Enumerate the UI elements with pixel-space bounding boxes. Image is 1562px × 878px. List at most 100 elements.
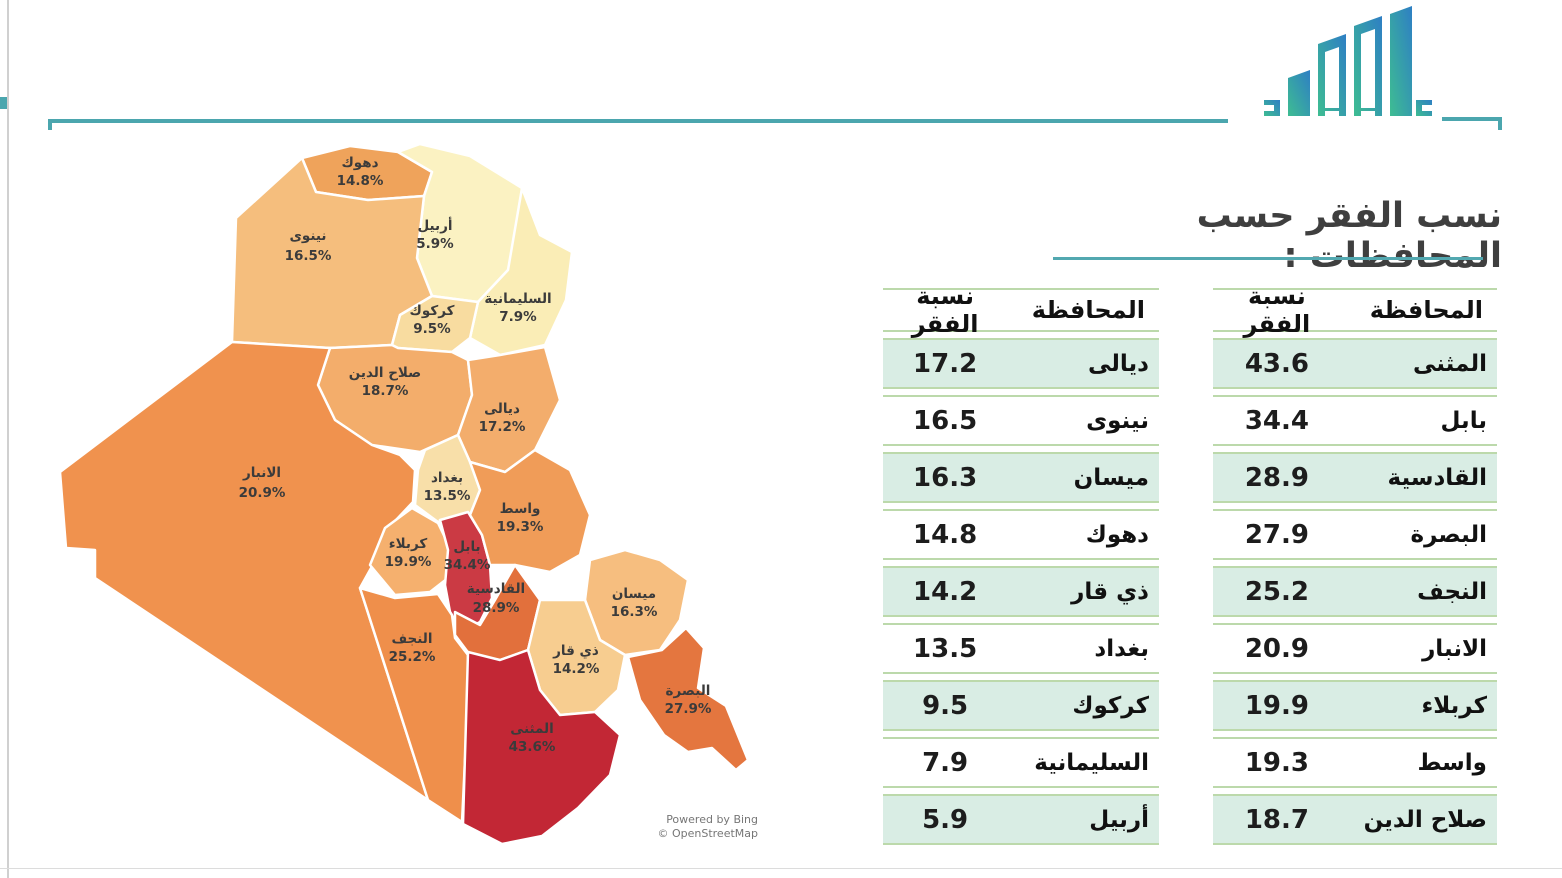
governorate-name: ذي قار xyxy=(1071,578,1149,605)
map-label-name: البصرة xyxy=(666,683,711,699)
table-row: 16.5 نينوى xyxy=(883,395,1159,446)
table-row: 19.9 كربلاء xyxy=(1213,680,1497,731)
governorate-name: بابل xyxy=(1440,407,1487,434)
map-label-value: 16.3% xyxy=(611,604,658,620)
map-label-name: ذي قار xyxy=(552,643,599,659)
map-label-value: 16.5% xyxy=(285,248,332,264)
poverty-value: 9.5 xyxy=(922,690,969,721)
map-label-value: 14.8% xyxy=(337,173,384,189)
map-label-name: النجف xyxy=(391,631,432,647)
region-muthanna xyxy=(461,648,622,846)
slide-left-border xyxy=(7,0,9,878)
poverty-value: 34.4 xyxy=(1244,405,1309,436)
poverty-value: 20.9 xyxy=(1244,633,1309,664)
header-rule-right-tick xyxy=(1498,117,1502,130)
column-header-poverty-rate: نسبة الفقر xyxy=(1243,282,1311,338)
governorate-name: دهوك xyxy=(1085,521,1149,548)
governorate-name: ميسان xyxy=(1073,464,1149,491)
governorate-name: الانبار xyxy=(1422,635,1487,662)
poverty-value: 17.2 xyxy=(913,348,978,379)
poverty-value: 19.3 xyxy=(1244,747,1309,778)
governorate-name: بغداد xyxy=(1094,635,1149,662)
map-label-value: 19.9% xyxy=(385,554,432,570)
governorate-name: البصرة xyxy=(1410,521,1487,548)
header-rule-left-tick xyxy=(48,119,52,130)
map-label-value: 5.9% xyxy=(416,236,454,252)
governorate-name: صلاح الدين xyxy=(1363,806,1487,833)
map-label-name: كركوك xyxy=(410,303,455,319)
governorate-name: كركوك xyxy=(1072,692,1149,719)
map-label-name: ميسان xyxy=(612,586,656,602)
poverty-value: 19.9 xyxy=(1244,690,1309,721)
table-row: 34.4 بابل xyxy=(1213,395,1497,446)
map-label-name: دهوك xyxy=(341,155,378,171)
page-title: نسب الفقر حسب المحافظات : xyxy=(1196,196,1502,276)
poverty-value: 25.2 xyxy=(1244,576,1309,607)
poverty-value: 13.5 xyxy=(913,633,978,664)
column-header-governorate: المحافظة xyxy=(1031,296,1145,324)
map-label-name: ديالى xyxy=(484,401,520,417)
poverty-value: 16.3 xyxy=(913,462,978,493)
slide-bottom-border xyxy=(0,868,1562,869)
table-row: 18.7 صلاح الدين xyxy=(1213,794,1497,845)
logo-bar-4 xyxy=(1390,6,1412,116)
table-row: 43.6 المثنى xyxy=(1213,338,1497,389)
header-rule xyxy=(48,119,1228,123)
column-header-governorate: المحافظة xyxy=(1369,296,1483,324)
map-label-name: واسط xyxy=(500,501,541,517)
map-label-name: كربلاء xyxy=(389,536,428,552)
poverty-value: 14.2 xyxy=(913,576,978,607)
title-underline xyxy=(1053,257,1483,260)
table-row: 19.3 واسط xyxy=(1213,737,1497,788)
table-row: 7.9 السليمانية xyxy=(883,737,1159,788)
poverty-value: 18.7 xyxy=(1244,804,1309,835)
poverty-value: 43.6 xyxy=(1244,348,1309,379)
map-label-value: 7.9% xyxy=(499,309,537,325)
iraq-choropleth-map: دهوك 14.8% نينوى 16.5% أربيل 5.9% السليم… xyxy=(40,135,760,850)
poverty-value: 16.5 xyxy=(913,405,978,436)
map-label-name: بغداد xyxy=(431,470,463,486)
region-basra xyxy=(626,626,750,772)
poverty-value: 14.8 xyxy=(913,519,978,550)
bar-chart-logo xyxy=(1262,4,1437,122)
table-row: 25.2 النجف xyxy=(1213,566,1497,617)
table-header-row: نسبة الفقر المحافظة xyxy=(1213,282,1497,338)
map-label-value: 43.6% xyxy=(509,739,556,755)
poverty-table-right: نسبة الفقر المحافظة 43.6 المثنى 34.4 باب… xyxy=(1213,282,1497,851)
column-header-poverty-rate: نسبة الفقر xyxy=(911,282,979,338)
map-attribution-bing: Powered by Bing xyxy=(666,813,758,826)
map-label-value: 14.2% xyxy=(553,661,600,677)
table-row: 20.9 الانبار xyxy=(1213,623,1497,674)
bar-chart-logo-icon xyxy=(1264,6,1432,116)
map-label-name: نينوى xyxy=(290,228,327,244)
governorate-name: نينوى xyxy=(1086,407,1149,434)
poverty-value: 7.9 xyxy=(922,747,969,778)
map-label-value: 34.4% xyxy=(444,557,491,573)
governorate-name: المثنى xyxy=(1412,350,1487,377)
left-edge-teal-tick xyxy=(0,97,7,109)
table-row: 9.5 كركوك xyxy=(883,680,1159,731)
table-row: 16.3 ميسان xyxy=(883,452,1159,503)
poverty-value: 28.9 xyxy=(1244,462,1309,493)
logo-bar-1 xyxy=(1288,70,1310,116)
governorate-name: القادسية xyxy=(1387,464,1487,491)
map-label-value: 9.5% xyxy=(413,321,451,337)
map-label-name: السليمانية xyxy=(484,291,551,307)
map-label-value: 20.9% xyxy=(239,485,286,501)
governorate-name: واسط xyxy=(1417,749,1487,776)
header-rule-right-segment xyxy=(1442,117,1502,121)
map-label-value: 17.2% xyxy=(479,419,526,435)
table-row: 13.5 بغداد xyxy=(883,623,1159,674)
table-row: 14.8 دهوك xyxy=(883,509,1159,560)
table-header-row: نسبة الفقر المحافظة xyxy=(883,282,1159,338)
map-label-name: المثنى xyxy=(510,721,553,737)
governorate-name: السليمانية xyxy=(1034,749,1149,776)
governorate-name: كربلاء xyxy=(1421,692,1487,719)
table-row: 17.2 ديالى xyxy=(883,338,1159,389)
iraq-map-svg: دهوك 14.8% نينوى 16.5% أربيل 5.9% السليم… xyxy=(58,142,758,846)
table-row: 14.2 ذي قار xyxy=(883,566,1159,617)
table-row: 28.9 القادسية xyxy=(1213,452,1497,503)
map-label-name: أربيل xyxy=(417,217,452,234)
governorate-name: ديالى xyxy=(1088,350,1149,377)
map-label-value: 19.3% xyxy=(497,519,544,535)
